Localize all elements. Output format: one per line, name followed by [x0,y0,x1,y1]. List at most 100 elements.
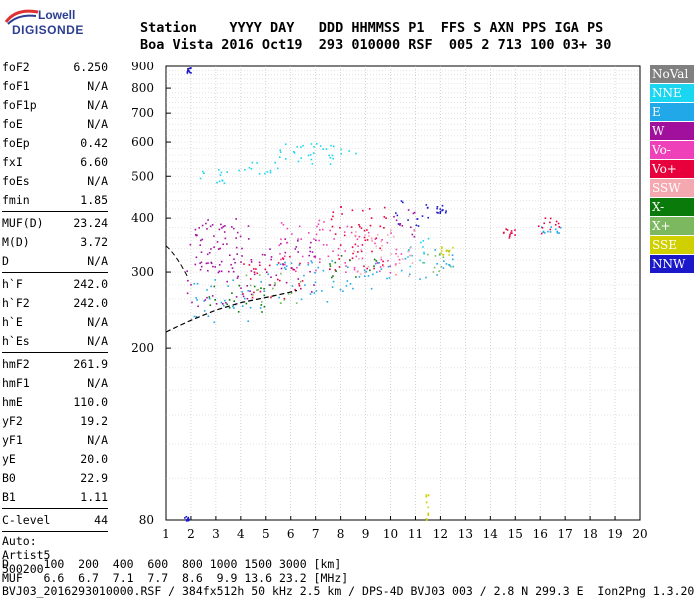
data-point [369,269,371,272]
data-point [441,246,443,248]
data-point [395,274,398,276]
data-point [207,219,209,221]
data-point [246,285,248,287]
data-point [189,71,191,74]
data-point [355,152,357,155]
data-point [186,270,188,272]
data-point [205,262,208,265]
data-point [242,293,244,295]
data-point [332,275,334,277]
data-point [237,311,240,313]
data-point [196,299,198,301]
data-point [314,281,317,284]
y-tick-label: 500 [131,169,154,183]
data-point [556,232,559,234]
data-point [399,223,402,225]
data-point [375,245,378,248]
data-point [200,251,203,253]
data-point [247,320,249,322]
data-point [410,226,412,229]
data-point [287,293,290,295]
data-point [329,263,331,265]
data-point [213,246,215,248]
param-value: N/A [87,254,108,268]
data-point [289,255,291,258]
data-point [357,251,359,253]
data-point [218,228,221,231]
data-point [279,156,281,158]
data-point [427,237,430,240]
data-point [356,238,359,241]
data-point [401,225,404,227]
data-point [409,254,411,257]
param-row: foF2 6.250 [2,58,108,77]
data-point [404,257,407,260]
y-tick-label: 200 [131,341,154,355]
data-point [330,218,333,221]
data-point [363,236,366,239]
param-value: N/A [87,376,108,390]
data-point [280,222,283,224]
data-point [378,262,380,264]
data-point [393,215,395,218]
data-point [260,304,263,306]
data-point [249,278,252,280]
data-point [350,226,353,228]
data-point [400,269,403,272]
data-point [293,268,295,271]
data-point [294,248,297,250]
data-point [215,303,218,305]
data-point [232,279,234,281]
data-point [314,255,317,258]
data-point [203,300,205,302]
y-tick-label: 900 [131,62,154,73]
data-point [303,274,305,277]
data-point [307,262,310,264]
data-point [345,271,347,273]
data-point [365,270,368,273]
data-point [243,263,245,265]
param-value: N/A [87,174,108,188]
param-value: 23.24 [73,216,108,230]
data-point [554,224,557,226]
data-point [266,171,269,173]
auto-scaling-info: Auto: Artist5 500200 [2,534,108,576]
param-value: N/A [87,334,108,348]
param-row: fxI 6.60 [2,153,108,172]
data-point [284,263,286,266]
data-point [263,294,266,297]
data-point [438,254,441,256]
param-name: hmE [2,395,23,409]
data-point [222,225,225,228]
data-point [367,231,370,234]
data-point [203,172,205,174]
data-point [222,243,224,246]
data-point [407,209,410,211]
data-point [214,266,216,268]
data-point [353,268,356,271]
data-point [292,268,294,271]
logo-swoosh-icon [4,9,39,25]
param-value: N/A [87,117,108,131]
footer-muf-row: MUF 6.6 6.7 7.1 7.7 8.6 9.9 13.6 23.2 [M… [2,570,349,585]
x-tick-label: 7 [312,527,320,541]
param-name: C-level [2,513,51,527]
data-point [236,277,239,279]
data-point [195,256,198,259]
param-row: C-level 44 [2,511,108,530]
param-row: D N/A [2,252,108,271]
param-value: 44 [94,513,108,527]
param-value: 1.85 [80,193,108,207]
data-point [250,259,253,261]
data-point [225,302,227,304]
data-point [351,246,354,248]
data-point [502,232,505,234]
data-point [206,253,209,256]
data-point [233,258,235,260]
data-point [316,143,318,145]
data-point [413,230,416,232]
param-row: hmE 110.0 [2,393,108,412]
data-point [284,251,287,254]
data-point [224,237,227,240]
data-point [220,171,223,174]
